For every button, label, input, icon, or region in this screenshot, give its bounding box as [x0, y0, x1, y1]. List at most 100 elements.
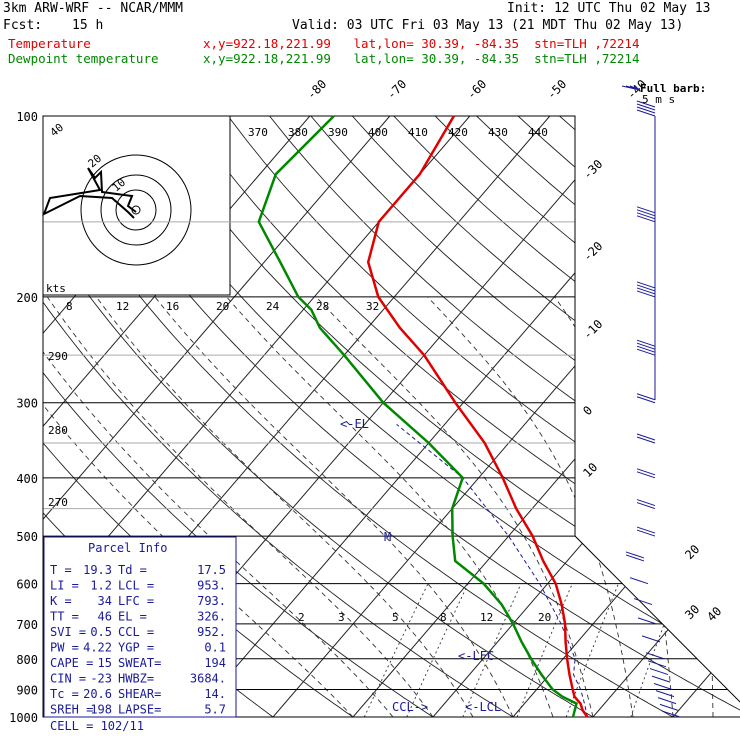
dry-adiabat-line [269, 116, 740, 717]
wind-barb [657, 697, 677, 705]
isotherm-line [352, 116, 740, 717]
parcel-info-key: EL = [118, 610, 147, 624]
isotherm-label: -50 [544, 77, 569, 102]
parcel-info-value: 0.1 [204, 641, 226, 655]
wind-barb [636, 433, 656, 444]
fcst-label: Fcst: [3, 18, 43, 33]
parcel-info-value: -23 [90, 672, 112, 686]
mixing-ratio-label: 20 [538, 611, 551, 624]
pressure-label: 900 [16, 683, 38, 697]
parcel-info-value: 793. [197, 594, 226, 608]
hodograph-units: kts [46, 282, 66, 295]
dry-adiabat-line [559, 116, 740, 717]
barb-legend-icon [621, 85, 641, 91]
pressure-label: 500 [16, 530, 38, 544]
isotherm-label: 0 [580, 403, 595, 418]
parcel-info-value: 5.7 [204, 703, 226, 717]
isotherm-line [672, 116, 740, 717]
wind-barb [647, 660, 667, 668]
mixing-ratio-label: 3 [338, 611, 345, 624]
parcel-info-value: 194 [204, 656, 226, 670]
parcel-info-value: 0.5 [90, 625, 112, 639]
moist-adiabat-line [315, 296, 594, 717]
dewpoint-line [257, 115, 578, 718]
isotherm-label: -70 [384, 77, 409, 102]
parcel-info-key: LAPSE= [118, 703, 161, 717]
wind-barb [651, 675, 671, 683]
isotherm-label: -30 [580, 157, 605, 182]
wind-barb [636, 526, 656, 537]
parcel-info-value: 326. [197, 610, 226, 624]
temperature-location: x,y=922.18,221.99 lat,lon= 30.39, -84.35… [203, 36, 640, 51]
parcel-path [396, 424, 588, 718]
parcel-info-key: TT = [50, 610, 79, 624]
model-title: 3km ARW-WRF -- NCAR/MMM [3, 1, 184, 16]
hodograph-tick-label: 32 [366, 300, 379, 313]
valid-time: Valid: 03 UTC Fri 03 May 13 (21 MDT Thu … [292, 18, 684, 33]
isotherm-line [512, 116, 740, 717]
pressure-label: 100 [16, 110, 38, 124]
moist-adiabat-line [43, 296, 394, 717]
pressure-label: 400 [16, 472, 38, 486]
init-time: Init: 12 UTC Thu 02 May 13 [507, 1, 711, 16]
mixing-level-marker: M [384, 530, 391, 544]
hodograph-tick-label: 8 [66, 300, 73, 313]
theta-label: 280 [48, 424, 68, 437]
wind-barb [659, 703, 679, 711]
parcel-info-value: 46 [98, 610, 112, 624]
pressure-label: 1000 [9, 711, 38, 725]
parcel-info-value: 198 [90, 703, 112, 717]
parcel-info-value: 952. [197, 625, 226, 639]
parcel-info-key: CIN = [50, 672, 86, 686]
hodograph-tick-label: 24 [266, 300, 280, 313]
isotherm-line [432, 116, 740, 717]
wind-barb [636, 393, 656, 404]
theta-label: 390 [328, 126, 348, 139]
parcel-info-key: LFC = [118, 594, 154, 608]
hodograph-tick-label: 28 [316, 300, 329, 313]
mixing-ratio-line [406, 583, 469, 717]
isotherm-line [43, 116, 391, 717]
dry-adiabat-line [351, 116, 740, 717]
hodograph-tick-label: 12 [116, 300, 129, 313]
wind-barb [625, 551, 645, 562]
pressure-label: 300 [16, 397, 38, 411]
moist-adiabat-line [670, 296, 714, 717]
wind-barb [645, 652, 665, 660]
mixing-ratio-label: 5 [392, 611, 399, 624]
isotherm-label: 40 [704, 604, 724, 624]
dry-adiabat-line [61, 116, 740, 717]
mixing-ratio-line [363, 583, 429, 717]
pressure-label: 700 [16, 618, 38, 632]
wind-barb [655, 690, 675, 698]
hodograph-tick-label: 20 [216, 300, 229, 313]
parcel-info-value: 19.3 [83, 563, 112, 577]
parcel-info-value: 14. [204, 687, 226, 701]
dry-adiabat-line [600, 116, 740, 717]
fcst-value: 15 h [72, 18, 104, 33]
parcel-info-box [43, 536, 237, 718]
diagram-border [42, 115, 740, 718]
wind-barb [636, 206, 656, 223]
mixing-ratio-label: 8 [440, 611, 447, 624]
parcel-info-key: CCL = [118, 625, 154, 639]
parcel-info-value: 34 [98, 594, 112, 608]
parcel-info-value: 3684. [190, 672, 226, 686]
wind-barb [637, 617, 657, 625]
parcel-info-value: 15 [98, 656, 112, 670]
parcel-info-key: LCL = [118, 579, 154, 593]
dewpoint-location: x,y=922.18,221.99 lat,lon= 30.39, -84.35… [203, 51, 640, 66]
isotherm-label: 20 [682, 542, 702, 562]
theta-label: 440 [528, 126, 548, 139]
isotherm-line [192, 116, 711, 717]
hodograph-ring [100, 174, 172, 246]
pressure-label: 200 [16, 291, 38, 305]
theta-label: 430 [488, 126, 508, 139]
barb-legend-units: 5 m s [642, 93, 675, 106]
hodograph-trace [42, 167, 137, 219]
parcel-info-key: LI = [50, 579, 79, 593]
dry-adiabat-line [227, 116, 740, 717]
el-marker: <-EL [340, 417, 369, 431]
parcel-info-key: CAPE = [50, 656, 93, 670]
